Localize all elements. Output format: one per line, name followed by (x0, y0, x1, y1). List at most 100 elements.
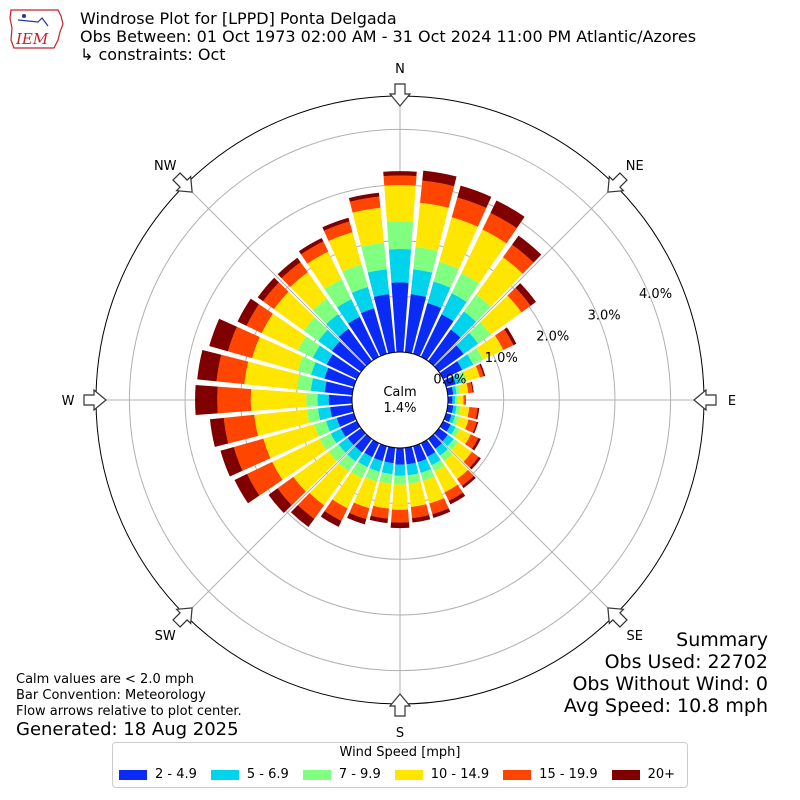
legend-label: 5 - 6.9 (246, 767, 289, 782)
windrose-bar-segment (457, 395, 464, 405)
legend-swatch (503, 769, 532, 780)
windrose-bar-segment (338, 437, 354, 453)
windrose-bar-segment (383, 171, 417, 177)
windrose-bar-segment (317, 407, 332, 421)
windrose-bar-segment (422, 476, 445, 504)
windrose-bar-segment (319, 433, 337, 451)
windrose-bar-segment (310, 362, 329, 379)
compass-label-se: SE (627, 629, 643, 644)
windrose-bar-segment (326, 354, 361, 380)
windrose-bar-segment (328, 394, 353, 406)
windrose-bar-segment (349, 196, 381, 213)
windrose-bar-segment (457, 354, 474, 370)
windrose-bar-segment (451, 197, 487, 227)
windrose-bar-segment (420, 314, 454, 361)
windrose-bar-segment (352, 207, 385, 247)
windrose-bar-segment (448, 492, 466, 505)
legend-swatch (210, 769, 239, 780)
radial-tick-label: 2.0% (536, 330, 569, 345)
windrose-bar-segment (322, 217, 350, 231)
windrose-bar-segment (420, 180, 455, 208)
grid-spoke (399, 399, 616, 616)
flow-arrow-icon (83, 388, 107, 412)
windrose-bar-segment (373, 294, 396, 354)
windrose-bar-segment (347, 316, 380, 361)
windrose-bar-segment (446, 424, 456, 435)
radial-tick-label: 4.0% (639, 287, 672, 302)
windrose-bar-segment (342, 264, 368, 293)
windrose-bar-segment (257, 277, 280, 302)
windrose-bar-segment (429, 498, 449, 515)
windrose-bar-segment (471, 437, 481, 451)
flow-arrow-icon (172, 607, 193, 628)
windrose-bar-segment (455, 416, 469, 430)
windrose-bar-segment (320, 511, 342, 527)
windrose-bar-segment (444, 484, 463, 501)
windrose-bar-segment (312, 298, 339, 325)
windrose-bar-segment (330, 404, 354, 418)
windrose-bar-segment (465, 434, 479, 449)
windrose-bar-segment (451, 386, 457, 395)
windrose-bar-segment (332, 471, 363, 509)
compass-label-e: E (728, 394, 736, 409)
windrose-bar-segment (465, 419, 477, 433)
windrose-bar-segment (354, 434, 372, 453)
windrose-bar-segment (454, 428, 471, 445)
windrose-bar-segment (296, 374, 314, 391)
windrose-bar-segment (455, 405, 461, 415)
windrose-bar-segment (407, 473, 421, 484)
windrose-bar-segment (448, 414, 456, 424)
windrose-bar-segment (472, 421, 479, 434)
windrose-bar-segment (444, 453, 468, 480)
windrose-bar-segment (490, 200, 525, 229)
axis-layer: N NE E SE S SW W NW (62, 62, 737, 741)
windrose-bar-segment (209, 417, 229, 447)
windrose-bar-segment (347, 428, 366, 446)
windrose-bar-segment (463, 294, 491, 322)
windrose-bar-segment (293, 451, 337, 492)
radial-tick-label: 1.0% (485, 351, 518, 366)
bar-convention-note: Bar Convention: Meteorology (16, 688, 206, 703)
windrose-bar-segment (370, 505, 389, 519)
windrose-bar-segment (254, 409, 310, 436)
flow-arrow-shape (607, 172, 628, 193)
bar-layer (195, 170, 542, 529)
windrose-bar-segment (494, 329, 514, 351)
calm-note: Calm values are < 2.0 mph (16, 672, 195, 687)
windrose-bar-segment (324, 499, 348, 521)
flow-arrow-shape (607, 607, 628, 628)
windrose-bar-segment (515, 283, 536, 306)
windrose-bar-segment (467, 407, 478, 420)
chart-notes: Calm values are < 2.0 mph Bar Convention… (16, 672, 242, 720)
windrose-bar-segment (328, 232, 362, 272)
windrose-bar-segment (475, 364, 484, 378)
windrose-bar-segment (480, 295, 522, 335)
windrose-bar-segment (361, 242, 387, 273)
windrose-bar-segment (360, 308, 387, 357)
windrose-bar-segment (233, 438, 271, 471)
windrose-bar-segment (330, 428, 346, 444)
legend: Wind Speed [mph] 2 - 4.9 5 - 6.9 7 - 9.9 10… (112, 742, 688, 788)
windrose-bar-segment (351, 461, 368, 479)
windrose-bar-segment (326, 314, 349, 337)
windrose-bar-segment (307, 251, 342, 289)
legend-item: 7 - 9.9 (302, 767, 381, 782)
summary-obs-without-wind: Obs Without Wind: 0 (572, 673, 768, 695)
windrose-bar-segment (384, 446, 396, 464)
windrose-bar-segment (442, 434, 454, 447)
windrose-bar-segment (217, 386, 252, 414)
windrose-bar-segment (406, 462, 419, 476)
windrose-bar-segment (347, 446, 363, 462)
compass-label-ne: NE (626, 159, 644, 174)
legend-item: 2 - 4.9 (119, 767, 197, 782)
windrose-bar-segment (395, 447, 405, 465)
windrose-bar-segment (388, 249, 412, 283)
windrose-bar-segment (317, 393, 329, 407)
windrose-bar-segment (369, 515, 388, 524)
windrose-bar-segment (381, 461, 394, 475)
windrose-bar-segment (353, 477, 377, 509)
windrose-bar-segment (252, 336, 303, 372)
windrose-bar-segment (325, 417, 340, 432)
windrose-bar-segment (461, 475, 476, 489)
